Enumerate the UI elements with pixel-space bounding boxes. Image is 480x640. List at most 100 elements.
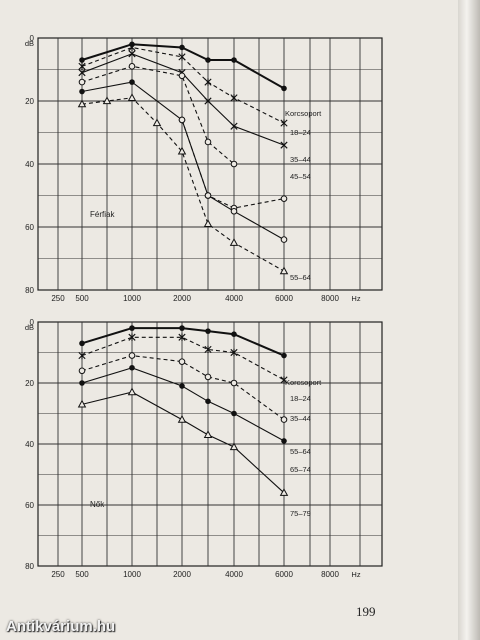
series-line xyxy=(81,65,235,165)
series-line xyxy=(81,336,285,381)
series-label: 55–64 xyxy=(290,273,311,282)
y-tick-label: 60 xyxy=(25,501,34,510)
group-label: Férfiak xyxy=(90,210,115,219)
data-point xyxy=(280,236,288,243)
y-tick-label: 20 xyxy=(25,379,34,388)
x-tick-label: 2000 xyxy=(173,570,191,579)
series-line xyxy=(81,53,285,146)
y-tick-label: 20 xyxy=(25,97,34,106)
y-tick-label: 0 xyxy=(30,318,35,327)
x-tick-label: 4000 xyxy=(225,294,243,303)
x-tick-label: 6000 xyxy=(275,570,293,579)
data-point xyxy=(152,118,162,127)
chart-men: 0 20 40 60 80 dB 250 500 1000 2000 4000 6000 8000 Hz K… xyxy=(25,0,383,303)
series-line xyxy=(81,46,285,124)
data-point xyxy=(230,379,238,387)
series-label: 18–24 xyxy=(290,128,311,137)
series-label: 55–64 xyxy=(290,447,311,456)
series-line xyxy=(81,367,285,442)
y-tick-label: 0 xyxy=(30,34,35,43)
series-label: 35–44 xyxy=(290,414,311,423)
data-point xyxy=(205,328,211,334)
data-point xyxy=(230,94,238,102)
y-tick-label: 40 xyxy=(25,160,34,169)
data-point xyxy=(78,69,86,77)
series-line xyxy=(81,43,285,90)
book-edge xyxy=(458,0,480,640)
series-line xyxy=(181,119,285,209)
series-line xyxy=(181,119,285,241)
data-point xyxy=(281,438,287,444)
chart-women: 0 20 40 60 80 dB 250 500 1000 2000 4000 6000 8000 Hz K… xyxy=(25,318,383,579)
x-tick-label: 1000 xyxy=(123,294,141,303)
data-point xyxy=(281,85,287,92)
x-tick-label: 2000 xyxy=(173,294,191,303)
y-tick-label: 60 xyxy=(25,223,34,232)
data-point xyxy=(280,141,288,149)
data-point xyxy=(128,50,136,58)
data-point xyxy=(178,333,186,341)
data-point xyxy=(204,138,212,146)
data-point xyxy=(178,358,186,365)
data-point xyxy=(230,160,238,168)
x-tick-label: 250 xyxy=(51,570,65,579)
watermark: Antikvárium.hu xyxy=(6,618,116,635)
data-point xyxy=(280,416,288,423)
data-point xyxy=(78,351,86,360)
data-point xyxy=(203,219,213,227)
legend-title: Korcsoport xyxy=(285,109,322,118)
data-point xyxy=(229,442,239,451)
data-point xyxy=(229,238,239,246)
series-line xyxy=(81,97,285,272)
y-tick-label: 80 xyxy=(25,286,34,295)
x-tick-label: 250 xyxy=(51,294,65,303)
page-number: 199 xyxy=(356,604,376,619)
data-point xyxy=(127,387,137,396)
group-label: Nők xyxy=(90,500,105,509)
book-page: 0 20 40 60 80 dB 250 500 1000 2000 4000 6000 8000 Hz K… xyxy=(0,0,458,640)
series-label: 65–74 xyxy=(290,0,311,2)
series-label: 18–24 xyxy=(290,394,311,403)
data-point xyxy=(279,488,289,496)
data-point xyxy=(79,380,85,386)
data-point xyxy=(129,364,135,371)
data-point xyxy=(231,57,237,63)
data-point xyxy=(129,79,135,85)
data-point xyxy=(102,96,112,105)
series-label: 75–79 xyxy=(290,0,311,2)
data-point xyxy=(78,367,86,375)
series-line xyxy=(81,327,285,357)
data-point xyxy=(128,333,136,341)
data-point xyxy=(128,352,136,359)
data-point xyxy=(178,116,186,124)
x-tick-label: 8000 xyxy=(321,570,339,579)
data-point xyxy=(280,376,288,384)
data-point xyxy=(230,348,238,357)
data-point xyxy=(203,430,213,438)
data-point xyxy=(128,63,136,70)
x-axis-label: Hz xyxy=(351,294,360,303)
data-point xyxy=(204,192,212,199)
data-point xyxy=(129,325,135,331)
y-axis-label: dB xyxy=(25,323,34,332)
series-label: 35–44 xyxy=(290,155,311,164)
data-point xyxy=(79,57,85,63)
data-point xyxy=(77,99,87,108)
data-point xyxy=(78,62,86,71)
y-axis-label: dB xyxy=(25,39,34,48)
data-point xyxy=(179,44,185,51)
series-line xyxy=(81,391,285,494)
data-point xyxy=(204,345,212,354)
data-point xyxy=(79,340,85,347)
data-point xyxy=(280,195,288,202)
data-point xyxy=(179,325,185,331)
x-tick-label: 4000 xyxy=(225,570,243,579)
x-tick-label: 500 xyxy=(75,294,89,303)
x-tick-label: 8000 xyxy=(321,294,339,303)
series-label: 65–74 xyxy=(290,465,311,474)
data-point xyxy=(127,93,137,101)
data-point xyxy=(281,352,287,359)
data-point xyxy=(177,146,187,155)
series-label: 45–54 xyxy=(290,172,311,181)
data-point xyxy=(179,383,185,389)
